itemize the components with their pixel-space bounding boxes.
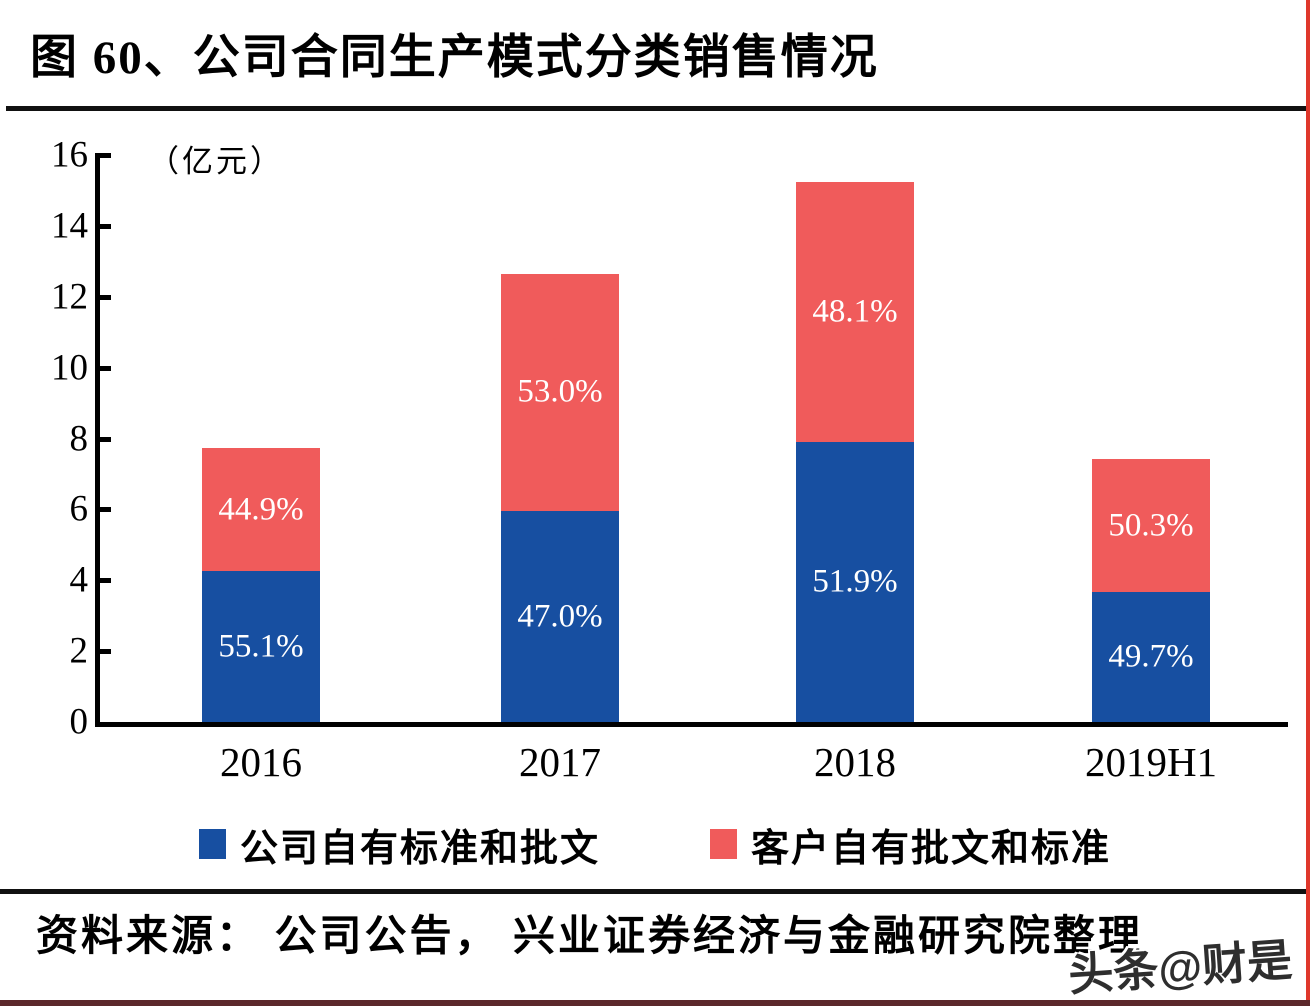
legend-label-own: 公司自有标准和批文 [239,827,600,870]
title-divider-line [6,106,1306,111]
x-axis-category-label: 2019H1 [1084,739,1218,785]
bar-label-customer-2019H1: 50.3% [1108,507,1194,544]
bar-label-own-2016: 55.1% [218,628,304,665]
legend-swatch-customer-icon [710,829,737,859]
y-axis-line [95,153,100,724]
bar-label-customer-2017: 53.0% [517,373,603,410]
bar-segment-customer-2019H1 [1092,459,1210,592]
screenshot-right-border [1306,0,1310,1006]
bar-label-own-2018: 51.9% [812,563,898,600]
y-axis-tick-label: 2 [69,630,89,672]
bar-segment-own-2017 [501,511,619,722]
legend-item-customer: 客户自有批文和标准 [710,817,1111,872]
y-axis-tick-mark [95,507,111,513]
y-axis-tick-label: 6 [69,488,89,530]
y-axis-tick-label: 12 [51,276,88,318]
screenshot-bottom-border [0,1000,1310,1006]
y-axis-tick-label: 16 [51,134,88,176]
x-axis-line [95,722,1288,727]
legend-item-own: 公司自有标准和批文 [198,817,600,872]
source-text: 资料来源： 公司公告， 兴业证券经济与金融研究院整理 [36,914,1144,960]
y-axis-tick-mark [95,153,111,158]
legend-swatch-own-icon [198,829,226,859]
bar-segment-own-2016 [202,571,320,722]
bar-label-customer-2016: 44.9% [218,491,304,528]
figure-title: 图 60、公司合同生产模式分类销售情况 [30,32,879,84]
bar-label-own-2017: 47.0% [517,598,603,635]
bar-segment-customer-2016 [202,448,320,572]
x-axis-category-label: 2016 [220,739,302,785]
y-axis-tick-mark [95,578,111,584]
bar-segment-own-2018 [796,442,914,722]
source-divider-line [0,889,1310,894]
chart-legend: 公司自有标准和批文 客户自有批文和标准 [0,818,1310,870]
y-axis-tick-mark [95,294,111,300]
legend-label-customer: 客户自有批文和标准 [751,827,1112,870]
bar-label-customer-2018: 48.1% [812,293,898,330]
y-axis-tick-label: 8 [69,418,89,459]
bar-label-own-2019H1: 49.7% [1108,638,1194,675]
bar-segment-customer-2018 [796,182,914,443]
y-axis-tick-label: 10 [51,347,88,389]
y-axis-tick-mark [95,436,111,442]
y-axis-unit-label: （亿元） [148,144,284,179]
y-axis-tick-mark [95,649,111,655]
x-axis-category-label: 2018 [814,739,896,785]
y-axis-tick-label: 4 [69,559,89,601]
y-axis-tick-mark [95,365,111,371]
y-axis-tick-mark [95,223,111,229]
y-axis-tick-label: 0 [69,701,89,743]
x-axis-category-label: 2017 [519,739,601,785]
bar-segment-own-2019H1 [1092,591,1210,722]
bar-segment-customer-2017 [501,273,619,512]
y-axis-tick-label: 14 [51,205,88,247]
